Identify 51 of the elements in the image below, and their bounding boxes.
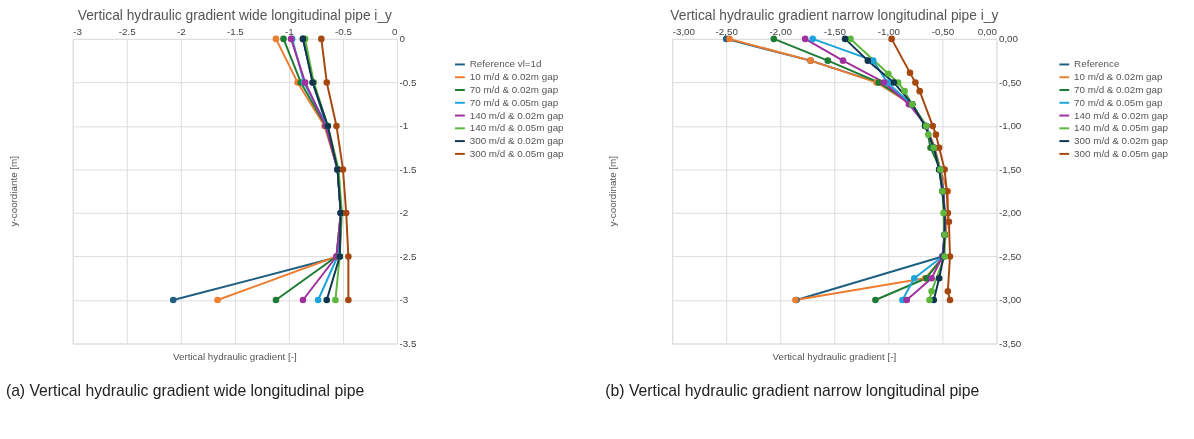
legend-label: 70 m/d & 0.02m gap [1074,83,1164,95]
y-tick-label: -2.5 [399,250,417,262]
y-tick-label: -3 [399,294,409,306]
legend-label: 140 m/d & 0.05m gap [1074,122,1169,134]
chart-title: Vertical hydraulic gradient wide longitudinal pipe i_y [77,8,393,24]
legend-label: 70 m/d & 0.05m gap [469,96,559,108]
x-tick-label: -3 [73,26,83,38]
x-axis-title: Vertical hydraulic gradient [-] [772,351,897,363]
y-tick-label: -2 [399,207,409,219]
y-tick-label: -3,50 [998,337,1022,349]
x-tick-label: -2 [176,26,186,38]
x-tick-label: -0.5 [335,26,353,38]
y-tick-label: -3,00 [998,294,1022,306]
legend-label: Reference vl=1d [469,58,542,70]
text: (b) Vertical hydraulic gradient narrow longitudinal pipe [605,381,980,399]
legend-label: 10 m/d & 0.02m gap [469,71,559,83]
x-tick-label: -1.5 [226,26,245,38]
x-tick-label: -1,00 [877,26,901,38]
y-tick-label: -2,00 [998,207,1022,219]
legend-label: 70 m/d & 0.02m gap [469,83,559,95]
y-tick-label: -0,50 [998,76,1022,88]
chart-title: Vertical hydraulic gradient narrow longitudinal pipe i_y [670,8,999,24]
text: (a) Vertical hydraulic gradient wide longitudinal pipe [5,381,365,399]
y-tick-label: -1,00 [998,120,1022,132]
legend-label: 140 m/d & 0.02m gap [1074,109,1169,121]
legend-label: 140 m/d & 0.05m gap [469,122,565,134]
legend-label: 70 m/d & 0.05m gap [1074,96,1164,108]
legend-label: 300 m/d & 0.05m gap [469,147,565,159]
y-tick-label: -3.5 [399,337,417,349]
y-tick-label: -2,50 [998,250,1022,262]
legend-label: 10 m/d & 0.02m gap [1074,71,1164,83]
y-axis-title: y-coordinate [m] [607,155,619,227]
x-tick-label: -2.5 [118,26,137,38]
x-tick-label: -0,50 [931,26,955,38]
legend-label: 300 m/d & 0.02m gap [469,135,565,147]
x-tick-label: -1 [285,26,294,38]
legend-label: 140 m/d & 0.02m gap [469,109,565,121]
x-tick-label: -2,50 [715,26,739,38]
legend-label: 300 m/d & 0.05m gap [1074,147,1169,159]
legend-label: Reference [1074,58,1120,70]
y-tick-label: -1 [399,120,409,132]
y-tick-label: -1.5 [399,163,417,175]
x-tick-label: 0,00 [977,26,998,38]
x-tick-label: -2,00 [769,26,793,38]
x-tick-label: -1,50 [823,26,847,38]
y-axis-title: y-coordiante [m] [7,155,19,227]
x-tick-label: -3,00 [672,26,696,38]
y-tick-label: -1,50 [998,163,1022,175]
y-tick-label: -0.5 [399,76,417,88]
x-axis-title: Vertical hydraulic gradient [-] [172,351,298,363]
legend-label: 300 m/d & 0.02m gap [1074,135,1169,147]
